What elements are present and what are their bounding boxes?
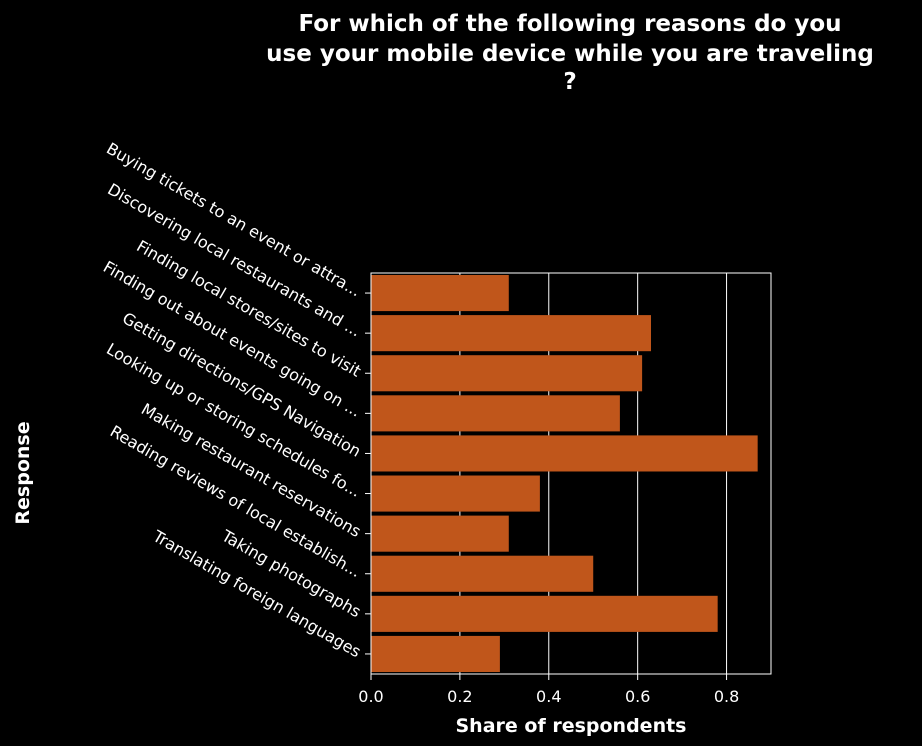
bar <box>371 515 509 552</box>
bar <box>371 275 509 312</box>
x-axis-ticks: 0.0 0.2 0.4 0.6 0.8 <box>358 674 739 706</box>
x-tick-label: 0.4 <box>536 687 561 706</box>
bar <box>371 315 651 352</box>
chart-title-line-3: ? <box>563 69 576 95</box>
chart-title-line-1: For which of the following reasons do yo… <box>298 11 841 37</box>
x-tick-label: 0.8 <box>714 687 739 706</box>
bar <box>371 555 594 592</box>
chart-title-line-2: use your mobile device while you are tra… <box>266 41 874 67</box>
bars <box>371 275 758 672</box>
bar <box>371 395 620 432</box>
bar <box>371 635 500 672</box>
x-tick-label: 0.0 <box>358 687 383 706</box>
bar <box>371 355 643 392</box>
bar <box>371 435 758 472</box>
bar <box>371 475 540 512</box>
x-axis-title: Share of respondents <box>456 715 687 737</box>
x-tick-label: 0.2 <box>447 687 472 706</box>
plot-frame <box>370 272 772 675</box>
y-axis-title: Response <box>12 421 34 524</box>
y-axis-ticks: Buying tickets to an event or attra...Di… <box>100 139 371 661</box>
x-tick-label: 0.6 <box>625 687 650 706</box>
bar <box>371 595 718 632</box>
